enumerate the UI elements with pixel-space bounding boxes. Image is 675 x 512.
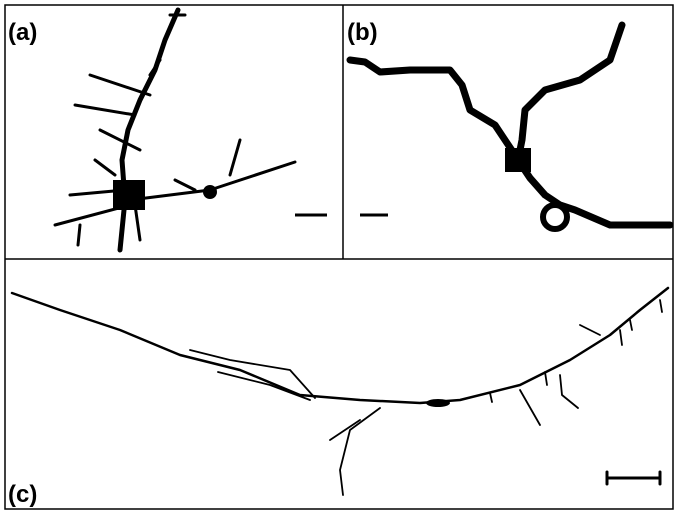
figure: (a) (b) (c) (0, 0, 675, 512)
panel-label: (a) (8, 19, 37, 46)
panel-label: (c) (8, 481, 37, 508)
panel-label: (b) (347, 19, 378, 46)
